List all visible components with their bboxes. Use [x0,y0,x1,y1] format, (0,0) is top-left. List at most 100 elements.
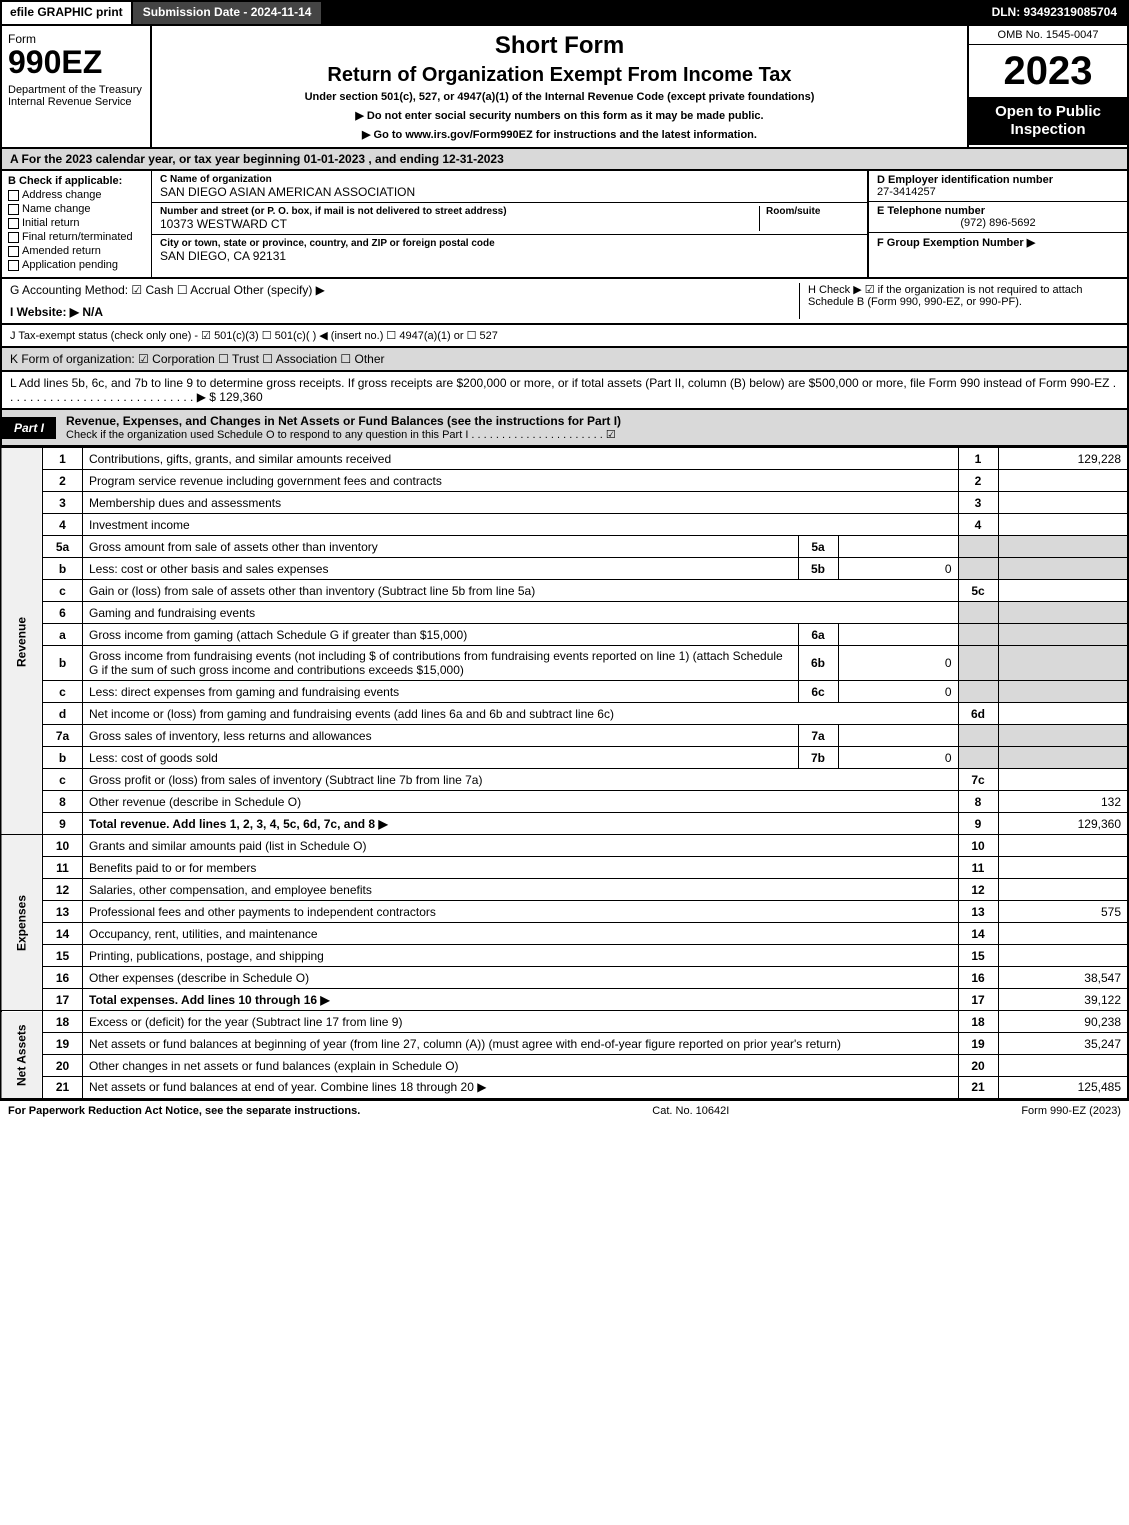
line-number: 1 [43,448,83,470]
table-row: 21Net assets or fund balances at end of … [1,1077,1128,1099]
group-exempt-label: F Group Exemption Number ▶ [877,236,1119,249]
table-row: 14Occupancy, rent, utilities, and mainte… [1,923,1128,945]
table-row: Expenses10Grants and similar amounts pai… [1,835,1128,857]
line-description: Gross income from fundraising events (no… [83,646,799,681]
line-number: 5a [43,536,83,558]
chk-label: Name change [22,203,91,215]
table-row: 4Investment income4 [1,514,1128,536]
line-right-num [958,558,998,580]
org-name-value: SAN DIEGO ASIAN AMERICAN ASSOCIATION [160,185,859,199]
line-number: 11 [43,857,83,879]
line-right-val [998,602,1128,624]
header-left: Form 990EZ Department of the Treasury In… [2,26,152,147]
table-row: 15Printing, publications, postage, and s… [1,945,1128,967]
line-number: 2 [43,470,83,492]
line-right-num: 4 [958,514,998,536]
line-right-num: 6d [958,703,998,725]
chk-initial-return[interactable]: Initial return [8,217,145,229]
line-right-num [958,681,998,703]
line-number: c [43,681,83,703]
line-right-num: 1 [958,448,998,470]
table-row: 2Program service revenue including gover… [1,470,1128,492]
line-number: b [43,558,83,580]
line-right-num [958,536,998,558]
chk-label: Initial return [22,217,79,229]
subtitle: Under section 501(c), 527, or 4947(a)(1)… [162,91,957,103]
org-addr-value: 10373 WESTWARD CT [160,217,759,231]
table-row: Net Assets18Excess or (deficit) for the … [1,1011,1128,1033]
line-number: 4 [43,514,83,536]
line-number: 20 [43,1055,83,1077]
section-b-title: B Check if applicable: [8,175,145,187]
phone-label: E Telephone number [877,205,1119,217]
org-city-value: SAN DIEGO, CA 92131 [160,249,859,263]
line-right-val [998,725,1128,747]
group-exempt-cell: F Group Exemption Number ▶ [869,233,1127,252]
table-row: cGain or (loss) from sale of assets othe… [1,580,1128,602]
line-right-num: 16 [958,967,998,989]
chk-address-change[interactable]: Address change [8,189,145,201]
phone-cell: E Telephone number (972) 896-5692 [869,202,1127,233]
chk-amended-return[interactable]: Amended return [8,245,145,257]
efile-label[interactable]: efile GRAPHIC print [2,2,133,24]
line-right-val [998,624,1128,646]
line-description: Less: direct expenses from gaming and fu… [83,681,799,703]
sub-line-number: 6b [798,646,838,681]
line-description: Excess or (deficit) for the year (Subtra… [83,1011,959,1033]
line-right-val [998,703,1128,725]
table-row: 7aGross sales of inventory, less returns… [1,725,1128,747]
table-row: 13Professional fees and other payments t… [1,901,1128,923]
line-description: Program service revenue including govern… [83,470,959,492]
top-bar: efile GRAPHIC print Submission Date - 20… [0,0,1129,26]
ein-label: D Employer identification number [877,174,1119,186]
bcde-block: B Check if applicable: Address change Na… [0,171,1129,279]
line-right-num: 14 [958,923,998,945]
chk-application-pending[interactable]: Application pending [8,259,145,271]
footer-left: For Paperwork Reduction Act Notice, see … [8,1105,360,1117]
line-description: Other expenses (describe in Schedule O) [83,967,959,989]
line-right-val [998,646,1128,681]
line-right-val [998,835,1128,857]
line-right-val [998,945,1128,967]
line-number: 12 [43,879,83,901]
line-description: Benefits paid to or for members [83,857,959,879]
line-right-val: 90,238 [998,1011,1128,1033]
line-right-num: 15 [958,945,998,967]
line-number: 19 [43,1033,83,1055]
table-row: dNet income or (loss) from gaming and fu… [1,703,1128,725]
line-number: 6 [43,602,83,624]
directive-link[interactable]: ▶ Go to www.irs.gov/Form990EZ for instru… [162,128,957,141]
title-return: Return of Organization Exempt From Incom… [162,64,957,87]
table-row: 17Total expenses. Add lines 10 through 1… [1,989,1128,1011]
sub-line-value: 0 [838,747,958,769]
form-header: Form 990EZ Department of the Treasury In… [0,26,1129,149]
org-name-label: C Name of organization [160,174,859,185]
section-l: L Add lines 5b, 6c, and 7b to line 9 to … [0,372,1129,410]
sub-line-number: 7a [798,725,838,747]
table-row: 20Other changes in net assets or fund ba… [1,1055,1128,1077]
section-de: D Employer identification number 27-3414… [867,171,1127,277]
line-number: 8 [43,791,83,813]
table-row: 5aGross amount from sale of assets other… [1,536,1128,558]
section-b: B Check if applicable: Address change Na… [2,171,152,277]
line-right-num: 19 [958,1033,998,1055]
org-addr-label: Number and street (or P. O. box, if mail… [160,206,759,217]
chk-final-return[interactable]: Final return/terminated [8,231,145,243]
table-row: bGross income from fundraising events (n… [1,646,1128,681]
line-number: 16 [43,967,83,989]
org-addr-cell: Number and street (or P. O. box, if mail… [152,203,867,235]
line-right-val [998,514,1128,536]
chk-name-change[interactable]: Name change [8,203,145,215]
line-number: 7a [43,725,83,747]
line-description: Total expenses. Add lines 10 through 16 … [83,989,959,1011]
directive-ssn: ▶ Do not enter social security numbers o… [162,109,957,122]
table-row: 6Gaming and fundraising events [1,602,1128,624]
omb-number: OMB No. 1545-0047 [969,26,1127,45]
line-right-val [998,747,1128,769]
line-description: Occupancy, rent, utilities, and maintena… [83,923,959,945]
line-right-num [958,602,998,624]
table-row: 3Membership dues and assessments3 [1,492,1128,514]
ein-value: 27-3414257 [877,186,1119,198]
sub-line-value [838,725,958,747]
line-description: Professional fees and other payments to … [83,901,959,923]
